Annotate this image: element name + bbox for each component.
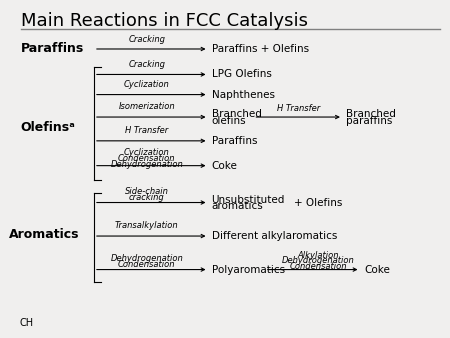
Text: LPG Olefins: LPG Olefins xyxy=(212,70,271,79)
Text: Alkylation: Alkylation xyxy=(298,250,339,260)
Text: Isomerization: Isomerization xyxy=(118,102,175,111)
Text: olefins: olefins xyxy=(212,116,246,126)
Text: aromatics: aromatics xyxy=(212,201,263,211)
Text: Dehydrogenation: Dehydrogenation xyxy=(282,256,355,265)
Text: cracking: cracking xyxy=(129,193,165,201)
Text: Coke: Coke xyxy=(212,161,238,171)
Text: Unsubstituted: Unsubstituted xyxy=(212,194,285,204)
Text: CH: CH xyxy=(19,318,33,328)
Text: Paraffins: Paraffins xyxy=(20,43,84,55)
Text: Branched: Branched xyxy=(212,110,261,119)
Text: Different alkylaromatics: Different alkylaromatics xyxy=(212,231,337,241)
Text: Dehydrogenation: Dehydrogenation xyxy=(110,160,183,169)
Text: Condensation: Condensation xyxy=(118,260,176,269)
Text: Coke: Coke xyxy=(364,265,390,274)
Text: Aromatics: Aromatics xyxy=(9,228,79,241)
Text: + Olefins: + Olefins xyxy=(293,197,342,208)
Text: Dehydrogenation: Dehydrogenation xyxy=(110,254,183,263)
Text: Branched: Branched xyxy=(346,110,396,119)
Text: H Transfer: H Transfer xyxy=(277,104,320,113)
Text: Cyclization: Cyclization xyxy=(124,148,170,157)
Text: paraffins: paraffins xyxy=(346,116,393,126)
Text: Naphthenes: Naphthenes xyxy=(212,90,274,100)
Text: Side-chain: Side-chain xyxy=(125,187,169,196)
Text: Paraffins + Olefins: Paraffins + Olefins xyxy=(212,44,309,54)
Text: Condensation: Condensation xyxy=(290,262,347,271)
Text: Olefinsᵃ: Olefinsᵃ xyxy=(20,121,75,134)
Text: Polyaromatics: Polyaromatics xyxy=(212,265,285,274)
Text: Cracking: Cracking xyxy=(128,60,165,69)
Text: Cyclization: Cyclization xyxy=(124,80,170,89)
Text: Main Reactions in FCC Catalysis: Main Reactions in FCC Catalysis xyxy=(21,12,308,30)
Text: Cracking: Cracking xyxy=(128,35,165,44)
Text: Paraffins: Paraffins xyxy=(212,136,257,146)
Text: H Transfer: H Transfer xyxy=(125,126,168,136)
Text: Condensation: Condensation xyxy=(118,154,176,163)
Text: Transalkylation: Transalkylation xyxy=(115,221,179,230)
